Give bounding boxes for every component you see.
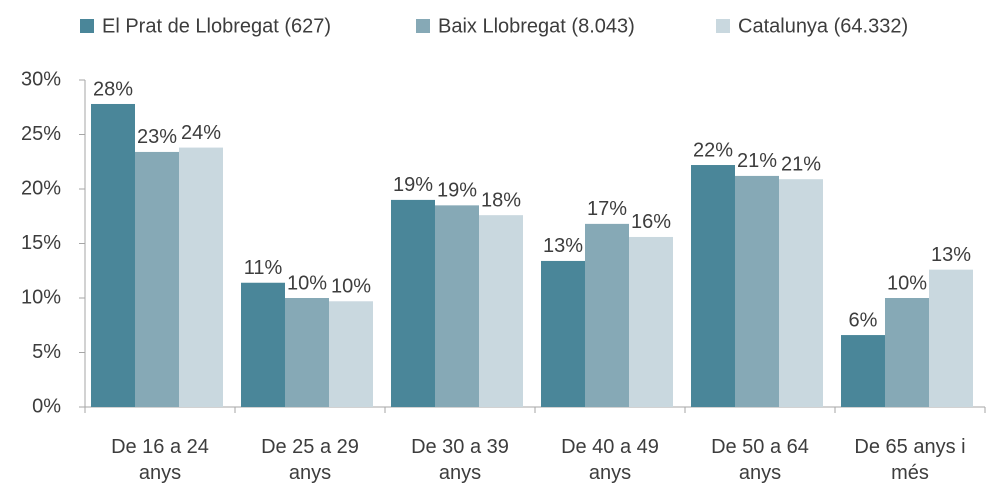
- legend-swatch: [416, 19, 430, 33]
- value-label: 19%: [437, 180, 477, 202]
- x-tick-label: De 30 a 39 anys: [411, 436, 509, 484]
- y-tick-label: 15%: [21, 232, 61, 254]
- x-tick-label: De 40 a 49 anys: [561, 436, 659, 484]
- legend-swatch: [80, 19, 94, 33]
- bar: [135, 151, 179, 407]
- bar: [735, 175, 779, 407]
- y-tick-label: 30%: [21, 68, 61, 90]
- legend-label: El Prat de Llobregat (627): [102, 15, 331, 37]
- x-tick-label: De 16 a 24 anys: [111, 436, 209, 484]
- value-label: 19%: [393, 174, 433, 196]
- value-label: 10%: [887, 272, 927, 294]
- value-label: 24%: [181, 122, 221, 144]
- y-tick-label: 25%: [21, 123, 61, 145]
- bar: [479, 215, 523, 407]
- value-label: 11%: [244, 257, 283, 279]
- value-label: 13%: [543, 235, 583, 257]
- value-label: 21%: [737, 150, 777, 172]
- value-label: 21%: [781, 153, 821, 175]
- bar: [779, 179, 823, 407]
- bar: [91, 103, 135, 407]
- y-tick-label: 5%: [32, 341, 61, 363]
- bar: [541, 260, 585, 407]
- legend-swatch: [716, 19, 730, 33]
- value-label: 10%: [331, 276, 371, 298]
- bar: [241, 282, 285, 407]
- x-tick-label: De 25 a 29 anys: [261, 436, 359, 484]
- value-label: 23%: [137, 126, 177, 148]
- legend-label: Baix Llobregat (8.043): [438, 15, 635, 37]
- bar: [929, 269, 973, 407]
- legend-label: Catalunya (64.332): [738, 15, 908, 37]
- bar: [585, 223, 629, 407]
- bar: [329, 301, 373, 407]
- x-tick-label: De 65 anys i més: [854, 436, 966, 484]
- x-tick-label: De 50 a 64 anys: [711, 436, 809, 484]
- value-label: 6%: [849, 309, 878, 331]
- bar: [885, 298, 929, 407]
- bar: [691, 165, 735, 407]
- value-label: 13%: [931, 244, 971, 266]
- y-tick-label: 0%: [32, 395, 61, 417]
- value-label: 28%: [93, 78, 133, 100]
- bar: [841, 335, 885, 407]
- bar: [179, 147, 223, 407]
- value-label: 17%: [587, 198, 627, 220]
- y-tick-label: 20%: [21, 177, 61, 199]
- bar: [285, 298, 329, 407]
- bar: [435, 205, 479, 407]
- value-label: 16%: [631, 211, 671, 233]
- bar: [629, 236, 673, 407]
- bar: [391, 199, 435, 407]
- y-tick-label: 10%: [21, 286, 61, 308]
- value-label: 10%: [287, 272, 327, 294]
- value-label: 18%: [481, 189, 521, 211]
- value-label: 22%: [693, 139, 733, 161]
